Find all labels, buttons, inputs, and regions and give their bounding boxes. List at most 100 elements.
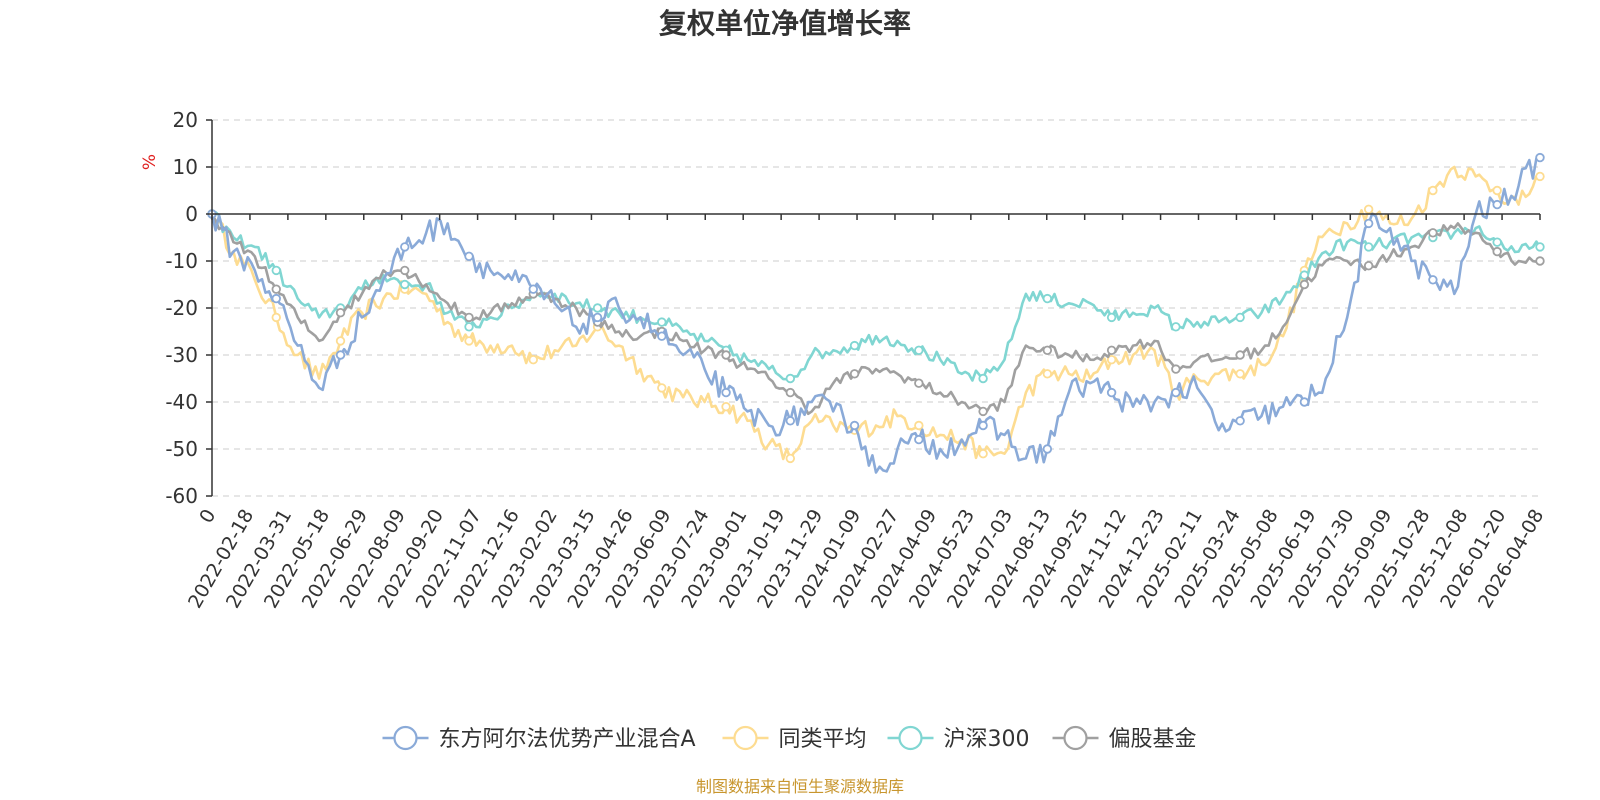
series-point: [1042, 444, 1053, 454]
series-point: [1492, 246, 1502, 257]
legend-item[interactable]: 沪深300: [887, 725, 1030, 752]
series-point: [1235, 416, 1245, 426]
legend[interactable]: 东方阿尔法优势产业混合A 同类平均 沪深300 偏股基金: [382, 725, 1197, 752]
series-point: [1428, 228, 1438, 238]
series-point: [528, 355, 538, 365]
series-point: [1492, 237, 1502, 247]
series-point: [1235, 312, 1245, 323]
legend-label: 东方阿尔法优势产业混合A: [439, 727, 696, 752]
series-point: [335, 336, 346, 346]
series-point: [1235, 350, 1245, 360]
legend-marker: [393, 725, 418, 751]
series-point: [271, 312, 281, 323]
series-point: [528, 284, 538, 294]
y-tick-label: -50: [165, 437, 198, 461]
series-point: [1363, 204, 1374, 214]
series-point: [1492, 185, 1502, 196]
series-point: [271, 293, 281, 304]
series-point: [592, 312, 603, 323]
series-point: [464, 336, 474, 346]
series-point: [400, 265, 410, 276]
series-point: [1042, 293, 1053, 304]
series-point: [721, 387, 731, 398]
series-point: [657, 331, 667, 341]
legend-label: 沪深300: [944, 727, 1030, 752]
series-point: [1535, 242, 1545, 252]
series-point: [978, 373, 988, 384]
series-point: [464, 322, 474, 332]
legend-label: 偏股基金: [1109, 727, 1197, 752]
series-point: [978, 420, 988, 431]
series-point: [1535, 256, 1545, 266]
series-point: [1235, 369, 1245, 379]
series-point: [1363, 218, 1374, 229]
y-tick-label: -40: [165, 390, 198, 414]
axes: 20100-10-20-30-40-50-6002022-02-182022-0…: [165, 108, 1548, 612]
series-point: [657, 383, 667, 393]
series-point: [1363, 242, 1374, 252]
series-point: [1042, 345, 1053, 355]
y-tick-label: -60: [165, 484, 198, 508]
series-point: [914, 378, 924, 388]
series-point: [271, 265, 281, 276]
series-point: [785, 416, 796, 426]
legend-marker: [733, 725, 758, 751]
series-lines: [207, 152, 1545, 474]
series-point: [1171, 364, 1181, 374]
series-point: [978, 449, 988, 459]
x-tick-label: 0: [195, 506, 220, 527]
series-point: [1299, 397, 1310, 407]
series-point: [271, 284, 281, 294]
series-line: [210, 156, 1541, 474]
series-point: [849, 369, 860, 379]
series-point: [1299, 270, 1310, 280]
grid: [212, 119, 1540, 497]
series-line: [210, 165, 1541, 461]
series-point: [721, 402, 731, 412]
series-point: [849, 340, 860, 351]
series-point: [1042, 369, 1053, 379]
y-tick-label: -10: [165, 249, 198, 273]
series-point: [914, 345, 924, 355]
series-point: [464, 312, 474, 323]
series-point: [1299, 279, 1310, 290]
series-point: [464, 251, 474, 261]
series-point: [400, 279, 410, 290]
series-point: [914, 420, 924, 431]
series-point: [1428, 185, 1438, 196]
series-point: [1106, 387, 1117, 398]
series-point: [1106, 345, 1117, 355]
series-point: [1171, 322, 1181, 332]
source-note: 制图数据来自恒生聚源数据库: [696, 777, 904, 796]
series-point: [1428, 275, 1438, 285]
series-point: [335, 350, 346, 360]
legend-item[interactable]: 东方阿尔法优势产业混合A: [382, 725, 696, 752]
y-tick-label: -30: [165, 343, 198, 367]
series-point: [785, 387, 796, 398]
series-point: [978, 406, 988, 417]
series-point: [785, 373, 796, 384]
legend-item[interactable]: 同类平均: [722, 725, 867, 752]
legend-label: 同类平均: [779, 727, 867, 752]
series-point: [1106, 355, 1117, 365]
series-point: [1492, 199, 1502, 210]
y-tick-label: 20: [173, 108, 198, 132]
y-tick-label: 10: [173, 155, 198, 179]
y-tick-label: -20: [165, 296, 198, 320]
series-line: [210, 213, 1541, 416]
y-axis-unit: %: [140, 154, 160, 170]
y-tick-label: 0: [185, 202, 198, 226]
chart-title: 复权单位净值增长率: [659, 7, 911, 40]
series-point: [1535, 171, 1545, 182]
series-point: [1535, 152, 1545, 163]
series-point: [849, 420, 860, 431]
series-point: [592, 303, 603, 313]
series-point: [721, 350, 731, 360]
series-point: [1363, 261, 1374, 271]
legend-item[interactable]: 偏股基金: [1052, 725, 1197, 752]
series-point: [400, 242, 410, 252]
series-point: [785, 453, 796, 464]
legend-marker: [1063, 725, 1088, 751]
series-point: [657, 317, 667, 327]
